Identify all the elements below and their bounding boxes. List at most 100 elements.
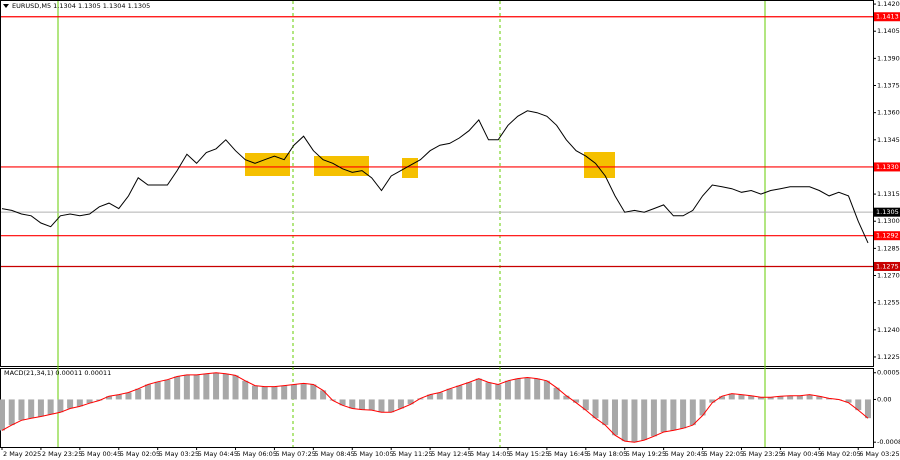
macd-bar xyxy=(251,385,258,400)
macd-bar xyxy=(76,399,83,407)
y-tick-label: 1.1270 xyxy=(877,272,900,280)
macd-bar xyxy=(719,396,726,400)
macd-bar xyxy=(359,399,366,410)
macd-bar xyxy=(631,399,638,443)
macd-bar xyxy=(135,388,142,400)
macd-bar xyxy=(864,399,871,419)
session-lines xyxy=(57,1,766,447)
macd-bar xyxy=(47,399,54,415)
level-tag xyxy=(874,162,900,172)
x-tick-label: 5 May 00:45 xyxy=(81,450,121,458)
macd-bar xyxy=(261,386,268,400)
x-tick-label: 5 May 20:45 xyxy=(665,450,705,458)
macd-bar xyxy=(738,394,745,400)
macd-bar xyxy=(193,374,200,400)
x-tick-label: 5 May 23:25 xyxy=(742,450,782,458)
macd-bar xyxy=(670,399,677,431)
macd-bar xyxy=(86,399,93,404)
signal-zone xyxy=(584,152,615,178)
macd-bar xyxy=(115,394,122,400)
x-tick-label: 5 May 12:45 xyxy=(431,450,471,458)
x-tick-label: 5 May 08:45 xyxy=(314,450,354,458)
macd-bar xyxy=(18,399,25,421)
y-tick-label: 1.1345 xyxy=(877,136,900,144)
y-tick-label: 1.1405 xyxy=(877,27,900,35)
x-tick-label: 6 May 00:45 xyxy=(781,450,821,458)
macd-bar xyxy=(573,399,580,403)
y-tick-label: 1.1315 xyxy=(877,190,900,198)
x-tick-label: 5 May 03:25 xyxy=(159,450,199,458)
y-tick-label: 1.1390 xyxy=(877,54,900,62)
macd-bar xyxy=(456,385,463,400)
macd-bar xyxy=(281,385,288,400)
x-tick-label: 2 May 23:25 xyxy=(42,450,82,458)
macd-bar xyxy=(0,399,5,431)
macd-bar xyxy=(436,392,443,400)
macd-bar xyxy=(534,378,541,400)
macd-bar xyxy=(650,399,657,437)
macd-bar xyxy=(796,395,803,400)
level-tag xyxy=(874,12,900,22)
macd-bar xyxy=(475,378,482,400)
macd-bar xyxy=(106,396,113,400)
macd-bar xyxy=(388,399,395,413)
macd-bar xyxy=(611,399,618,436)
macd-bar xyxy=(563,395,570,400)
macd-bar xyxy=(787,395,794,400)
x-tick-label: 5 May 06:05 xyxy=(237,450,277,458)
macd-bar xyxy=(699,399,706,416)
macd-bar xyxy=(164,379,171,400)
y-tick-label: 1.1420 xyxy=(877,0,900,8)
macd-bar xyxy=(855,399,862,411)
x-tick-label: 5 May 10:05 xyxy=(353,450,393,458)
price-pane xyxy=(0,0,874,367)
macd-bar xyxy=(660,399,667,433)
price-line xyxy=(1,110,869,244)
macd-bar xyxy=(621,399,628,442)
signal-line xyxy=(1,372,869,443)
macd-bar xyxy=(777,396,784,400)
macd-bar xyxy=(125,392,132,400)
macd-bar xyxy=(543,380,550,400)
current-price-label: 1.1305 xyxy=(876,208,899,216)
chart-title: EURUSD,M5 1.1304 1.1305 1.1304 1.1305 xyxy=(12,2,150,10)
y-tick-label: -0.0008 xyxy=(877,438,900,446)
macd-bar xyxy=(242,380,249,400)
x-tick-label: 2 May 2025 xyxy=(3,450,41,458)
macd-bar xyxy=(8,399,15,426)
x-tick-label: 5 May 07:25 xyxy=(275,450,315,458)
macd-bar xyxy=(504,380,511,400)
x-tick-label: 5 May 02:05 xyxy=(120,450,160,458)
macd-bar xyxy=(300,383,307,400)
macd-bar xyxy=(845,399,852,403)
macd-bar xyxy=(748,395,755,400)
macd-bar xyxy=(397,399,404,409)
macd-bar xyxy=(466,382,473,400)
macd-bar xyxy=(28,399,35,419)
macd-bar xyxy=(154,381,161,400)
level-label: 1.1275 xyxy=(876,262,899,270)
y-tick-label: 1.1240 xyxy=(877,326,900,334)
macd-bar xyxy=(232,375,239,400)
macd-bar xyxy=(183,374,190,400)
y-tick-label: 1.1225 xyxy=(877,353,900,361)
macd-bar xyxy=(553,387,560,400)
x-tick-label: 6 May 02:05 xyxy=(820,450,860,458)
macd-bar xyxy=(37,399,44,417)
y-tick-label: 1.1375 xyxy=(877,82,900,90)
x-tick-label: 5 May 22:05 xyxy=(704,450,744,458)
macd-bar xyxy=(592,399,599,419)
macd-bar xyxy=(174,376,181,400)
current-price-tag xyxy=(874,207,900,217)
menu-icon[interactable] xyxy=(3,4,9,8)
level-label: 1.1330 xyxy=(876,163,899,171)
y-tick-label: 0.00 xyxy=(877,395,891,403)
x-tick-label: 5 May 18:05 xyxy=(587,450,627,458)
macd-bar xyxy=(709,399,716,403)
level-tag xyxy=(874,261,900,271)
y-tick-label: 1.1285 xyxy=(877,244,900,252)
indicator-title: MACD(21,34,1) 0.00011 0.00011 xyxy=(4,369,111,377)
y-tick-label: 1.1300 xyxy=(877,217,900,225)
macd-bar xyxy=(757,397,764,400)
